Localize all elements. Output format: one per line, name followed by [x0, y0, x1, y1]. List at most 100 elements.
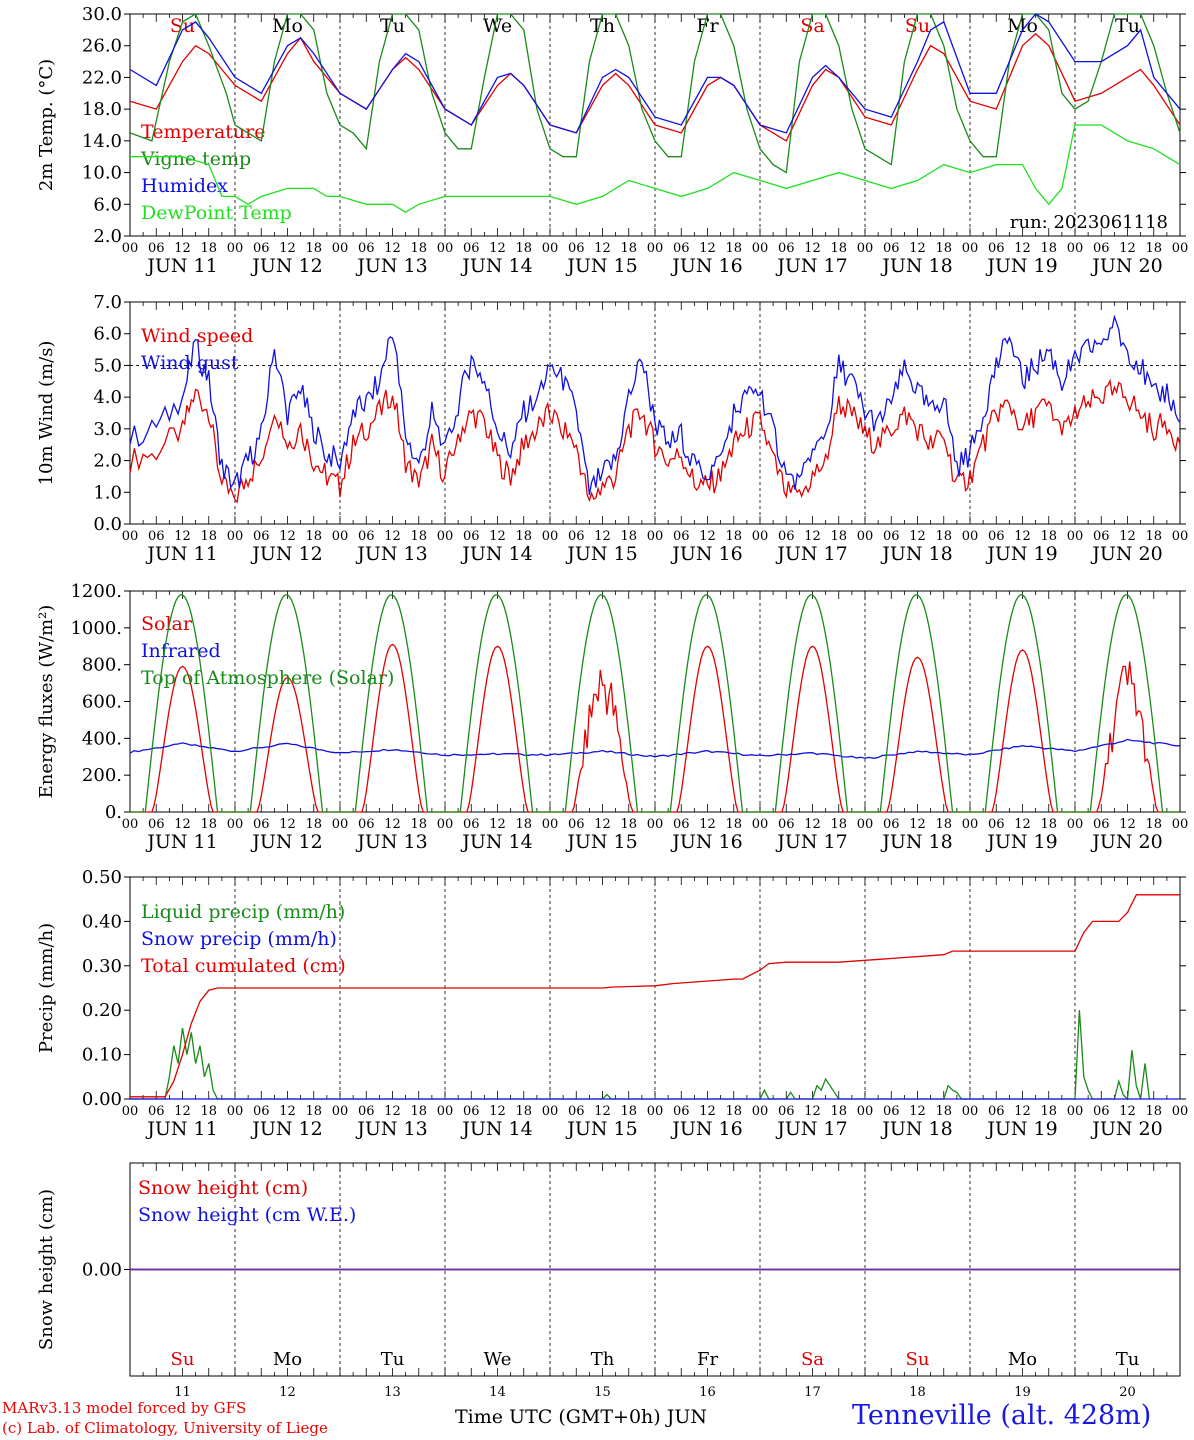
hour-tick-label: 12 [1119, 529, 1136, 544]
day-number-label: 12 [279, 1385, 296, 1398]
hour-tick-label: 00 [1172, 817, 1189, 832]
hour-tick-label: 18 [1145, 817, 1162, 832]
hour-tick-label: 00 [962, 1104, 979, 1119]
y-axis-label: 2m Temp. (°C) [36, 59, 57, 191]
hour-tick-label: 18 [620, 1104, 637, 1119]
hour-tick-label: 12 [804, 817, 821, 832]
day-label: JUN 14 [460, 255, 532, 277]
hour-tick-label: 00 [752, 817, 769, 832]
weekday-label: Tu [1116, 1349, 1140, 1370]
day-label: JUN 17 [775, 831, 847, 853]
hour-tick-label: 06 [253, 529, 270, 544]
hour-tick-label: 12 [384, 241, 401, 256]
hour-tick-label: 06 [148, 1104, 165, 1119]
y-tick-label: 5.0 [93, 355, 122, 376]
hour-tick-label: 06 [883, 1104, 900, 1119]
hour-tick-label: 00 [332, 241, 349, 256]
hour-tick-label: 18 [830, 241, 847, 256]
hour-tick-label: 12 [489, 1104, 506, 1119]
hour-tick-label: 18 [935, 241, 952, 256]
run-label: run: 2023061118 [1010, 212, 1168, 233]
hour-tick-label: 06 [253, 1104, 270, 1119]
hour-tick-label: 06 [463, 529, 480, 544]
hour-tick-label: 06 [673, 1104, 690, 1119]
series-line-infrared [129, 738, 1181, 759]
hour-tick-label: 06 [358, 241, 375, 256]
y-tick-label: 3.0 [93, 419, 122, 440]
day-label: JUN 15 [565, 543, 637, 565]
weekday-label: Sa [800, 15, 824, 37]
y-tick-label: 2.0 [93, 451, 122, 472]
hour-tick-label: 00 [857, 241, 874, 256]
hour-tick-label: 06 [568, 1104, 585, 1119]
hour-tick-label: 00 [962, 529, 979, 544]
y-tick-label: 200. [82, 765, 122, 786]
hour-tick-label: 12 [804, 1104, 821, 1119]
hour-tick-label: 06 [1093, 1104, 1110, 1119]
hour-tick-label: 18 [515, 529, 532, 544]
day-label: JUN 16 [670, 255, 742, 277]
y-tick-label: 0.30 [82, 956, 122, 977]
day-label: JUN 13 [355, 255, 427, 277]
legend-entry: Solar [141, 613, 193, 635]
hour-tick-label: 12 [384, 817, 401, 832]
hour-tick-label: 06 [463, 1104, 480, 1119]
hour-tick-label: 12 [1014, 1104, 1031, 1119]
weekday-label: Sa [801, 1349, 824, 1370]
weekday-label: Su [905, 15, 930, 37]
legend-entry: Infrared [141, 640, 221, 662]
hour-tick-label: 06 [358, 529, 375, 544]
weekday-label: Su [171, 1349, 195, 1370]
y-tick-label: 0.10 [82, 1045, 122, 1066]
hour-tick-label: 06 [568, 241, 585, 256]
hour-tick-label: 12 [1014, 817, 1031, 832]
day-label: JUN 12 [250, 255, 322, 277]
day-label: JUN 19 [985, 255, 1057, 277]
day-label: JUN 12 [250, 1118, 322, 1140]
hour-tick-label: 06 [778, 1104, 795, 1119]
hour-tick-label: 00 [1172, 529, 1189, 544]
hour-tick-label: 12 [804, 529, 821, 544]
day-number-label: 11 [174, 1385, 191, 1398]
hour-tick-label: 00 [227, 817, 244, 832]
hour-tick-label: 12 [489, 817, 506, 832]
y-axis-label: 10m Wind (m/s) [36, 341, 57, 486]
hour-tick-label: 12 [699, 529, 716, 544]
day-label: JUN 20 [1090, 831, 1162, 853]
hour-tick-label: 12 [279, 529, 296, 544]
hour-tick-label: 18 [935, 817, 952, 832]
day-label: JUN 17 [775, 1118, 847, 1140]
hour-tick-label: 18 [305, 817, 322, 832]
hour-tick-label: 18 [200, 241, 217, 256]
hour-tick-label: 06 [883, 817, 900, 832]
day-number-label: 14 [489, 1385, 506, 1398]
hour-tick-label: 12 [594, 241, 611, 256]
hour-tick-label: 18 [725, 529, 742, 544]
hour-tick-label: 06 [568, 817, 585, 832]
hour-tick-label: 00 [227, 529, 244, 544]
y-tick-label: 6.0 [93, 324, 122, 345]
day-label: JUN 19 [985, 831, 1057, 853]
hour-tick-label: 00 [227, 1104, 244, 1119]
hour-tick-label: 06 [673, 529, 690, 544]
hour-tick-label: 06 [1093, 529, 1110, 544]
hour-tick-label: 06 [463, 817, 480, 832]
hour-tick-label: 12 [1014, 529, 1031, 544]
hour-tick-label: 06 [358, 817, 375, 832]
day-label: JUN 15 [565, 1118, 637, 1140]
hour-tick-label: 00 [437, 1104, 454, 1119]
y-tick-label: 4.0 [93, 387, 122, 408]
hour-tick-label: 18 [1040, 529, 1057, 544]
legend-entry: Vigne temp [140, 148, 251, 170]
hour-tick-label: 18 [305, 529, 322, 544]
hour-tick-label: 18 [200, 817, 217, 832]
day-label: JUN 11 [145, 831, 217, 853]
model-credit: MARv3.13 model forced by GFS (c) Lab. of… [2, 1398, 328, 1438]
hour-tick-label: 00 [1067, 529, 1084, 544]
hour-tick-label: 06 [148, 241, 165, 256]
hour-tick-label: 00 [542, 529, 559, 544]
hour-tick-label: 00 [1067, 817, 1084, 832]
day-label: JUN 11 [145, 255, 217, 277]
y-tick-label: 0.00 [82, 1260, 122, 1281]
hour-tick-label: 18 [515, 241, 532, 256]
